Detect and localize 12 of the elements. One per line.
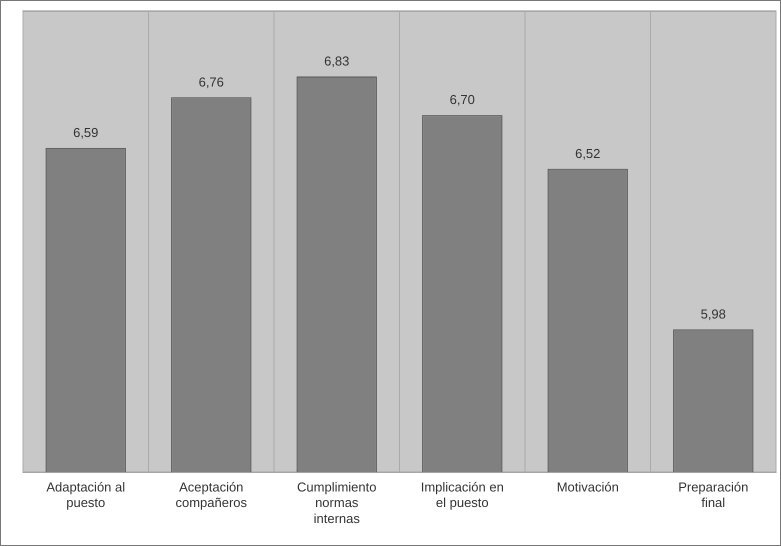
data-label: 6,59 — [73, 124, 98, 140]
x-tick-label: Aceptación compañeros — [175, 480, 248, 510]
data-label: 6,52 — [575, 146, 600, 161]
x-tick-label: Motivación — [556, 480, 619, 495]
data-label: 6,76 — [198, 74, 224, 90]
x-tick-label: Adaptación al puesto — [46, 480, 126, 510]
data-label: 5,98 — [700, 306, 726, 322]
x-tick-label: Preparación final — [678, 480, 748, 510]
x-tick-label: Cumplimiento normas internas — [297, 480, 376, 526]
data-label: 6,83 — [324, 54, 350, 69]
x-tick-label: Implicación en el puesto — [420, 480, 504, 510]
data-label: 6,70 — [450, 92, 475, 108]
